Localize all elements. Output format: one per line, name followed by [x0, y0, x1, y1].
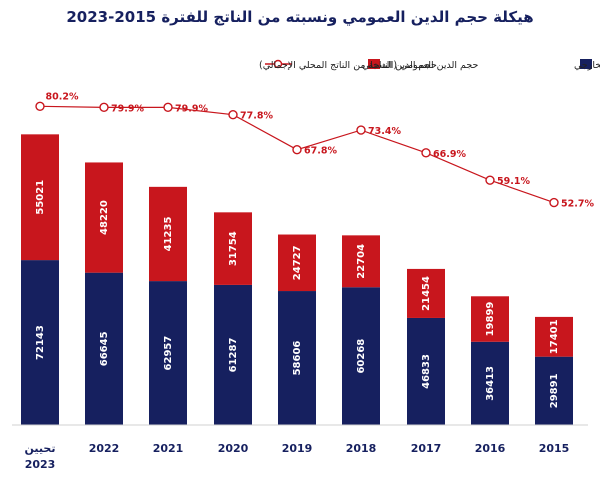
- legend-label-ratio: حجم الدين العمومي (النسبة من الناتج المح…: [259, 60, 479, 71]
- x-tick-label: تحيين: [25, 442, 56, 455]
- bar-external: [149, 281, 187, 425]
- bar-label-external: 60268: [356, 339, 367, 374]
- bar-domestic: [21, 134, 59, 261]
- ratio-point: [163, 102, 173, 113]
- ratio-label: 52.7%: [561, 199, 594, 210]
- bar-external: [278, 291, 316, 425]
- bar-domestic: [407, 268, 445, 318]
- x-tick-label: 2018: [346, 442, 377, 455]
- ratio-point: [228, 109, 238, 120]
- x-tick-label: 2015: [539, 442, 570, 455]
- bar-label-external: 62957: [163, 336, 174, 371]
- ratio-point: [421, 148, 431, 158]
- bar-domestic: [85, 162, 123, 273]
- ratio-line-layer: 80.2% 79.9% 79.9% 77.8% 67.8% 73.4% 66.9% 59.1%…: [35, 91, 594, 210]
- bar-external: [471, 341, 509, 425]
- legend-swatch-domestic: [368, 59, 380, 69]
- ratio-label: 59.1%: [497, 176, 530, 187]
- bar-label-domestic: 48220: [99, 200, 110, 235]
- bar-label-external: 29891: [549, 373, 560, 408]
- bar-external: [407, 317, 445, 425]
- ratio-label: 79.9%: [111, 103, 144, 114]
- legend-label-external: حجم الدين الخارجي: [574, 60, 600, 71]
- ratio-label: 77.8%: [240, 111, 273, 122]
- ratio-label: 66.9%: [433, 149, 466, 160]
- x-tick-label: 2023: [25, 458, 56, 471]
- x-tick-label: 2016: [475, 442, 506, 455]
- bar-external: [85, 272, 123, 425]
- ratio-label: 79.9%: [175, 103, 208, 114]
- ratio-point: [99, 102, 109, 113]
- bar-label-external: 46833: [421, 354, 432, 389]
- bar-domestic: [214, 212, 252, 285]
- bar-label-domestic: 55021: [35, 180, 46, 215]
- x-tick-label: 2019: [282, 442, 313, 455]
- bar-external: [214, 284, 252, 425]
- bars-layer: 72143 55021 66645 48220 62957 41235 61287 31754…: [21, 134, 573, 425]
- x-tick-label: 2021: [153, 442, 184, 455]
- ratio-point: [292, 144, 302, 155]
- bar-label-domestic: 21454: [421, 276, 432, 311]
- x-tick-label: 2017: [411, 442, 442, 455]
- bar-label-domestic: 22704: [356, 244, 367, 279]
- bar-domestic: [535, 316, 573, 357]
- bar-external: [21, 260, 59, 425]
- bar-label-external: 72143: [35, 325, 46, 360]
- x-tick-label: 2022: [89, 442, 120, 455]
- x-tick-label: 2020: [218, 442, 249, 455]
- bar-domestic: [278, 234, 316, 292]
- bar-external: [342, 287, 380, 425]
- legend-swatch-external: [580, 59, 592, 69]
- x-tick-labels: تحيين 2023 2022 2021 2020 2019 2018 2017 2016 201…: [25, 442, 570, 471]
- bar-label-domestic: 24727: [292, 245, 303, 280]
- ratio-label: 67.8%: [304, 146, 337, 157]
- bar-label-external: 66645: [99, 331, 110, 366]
- legend-label-domestic: حجم الدين الداخلي: [362, 60, 437, 71]
- bar-label-external: 36413: [485, 366, 496, 401]
- bar-label-domestic: 31754: [228, 231, 239, 266]
- bar-label-external: 58606: [292, 341, 303, 376]
- legend-marker-ratio: [273, 59, 283, 69]
- bar-external: [535, 356, 573, 425]
- ratio-point: [485, 175, 495, 185]
- bar-label-external: 61287: [228, 338, 239, 373]
- bar-domestic: [342, 235, 380, 288]
- bar-label-domestic: 17401: [549, 319, 560, 354]
- ratio-point: [35, 101, 45, 112]
- ratio-point: [356, 125, 366, 135]
- ratio-point: [549, 197, 559, 208]
- ratio-label: 80.2%: [46, 91, 79, 102]
- ratio-label: 73.4%: [368, 126, 401, 137]
- bar-domestic: [471, 296, 509, 342]
- bar-label-domestic: 19899: [485, 302, 496, 337]
- chart-title: هيكلة حجم الدين العمومي ونسبته من الناتج…: [66, 8, 533, 26]
- bar-domestic: [149, 186, 187, 282]
- bar-label-domestic: 41235: [163, 217, 174, 252]
